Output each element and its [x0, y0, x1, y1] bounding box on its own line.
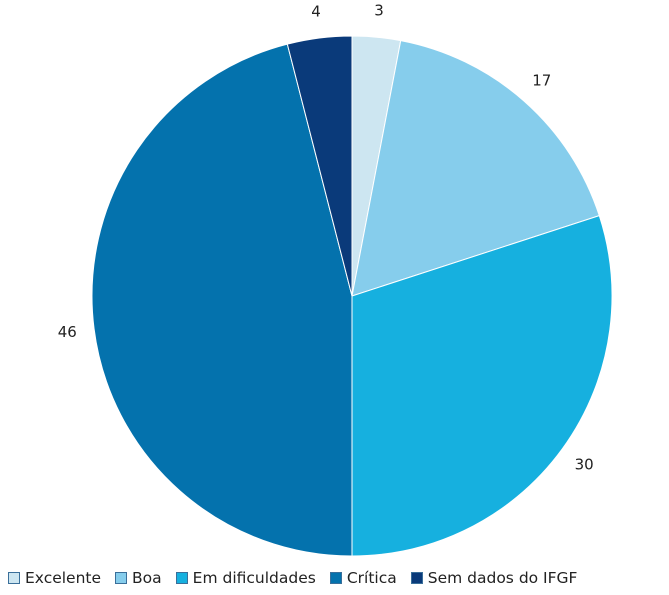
chart-legend: Excelente Boa Em dificuldades Crítica Se… [8, 569, 577, 587]
pie-data-label: 17 [532, 72, 551, 90]
legend-label: Em dificuldades [192, 569, 316, 587]
legend-swatch [8, 572, 20, 584]
pie-slice-cr-tica [91, 43, 353, 557]
legend-item-excelente: Excelente [8, 569, 101, 587]
legend-label: Sem dados do IFGF [427, 569, 578, 587]
pie-slice-sem-dados-do-ifgf [286, 35, 353, 297]
pie-data-label: 46 [58, 323, 77, 341]
legend-item-critica: Crítica [329, 569, 397, 587]
legend-item-boa: Boa [115, 569, 162, 587]
pie-chart-plot: 3 17 30 46 4 [58, 1, 613, 557]
pie-data-label: 30 [575, 456, 594, 474]
pie-slice-boa [351, 40, 600, 297]
legend-swatch [115, 572, 128, 584]
pie-data-label: 4 [311, 2, 321, 20]
legend-swatch [329, 572, 342, 584]
legend-label: Crítica [346, 569, 397, 587]
pie-slice-em-dificuldades [351, 215, 613, 557]
legend-item-sem-dados: Sem dados do IFGF [410, 569, 578, 587]
pie-data-label: 3 [374, 1, 384, 19]
legend-label: Boa [132, 569, 162, 587]
legend-item-em-dificuldades: Em dificuldades [175, 569, 316, 587]
legend-swatch [410, 572, 423, 584]
legend-label: Excelente [25, 569, 102, 587]
legend-swatch [175, 572, 188, 584]
